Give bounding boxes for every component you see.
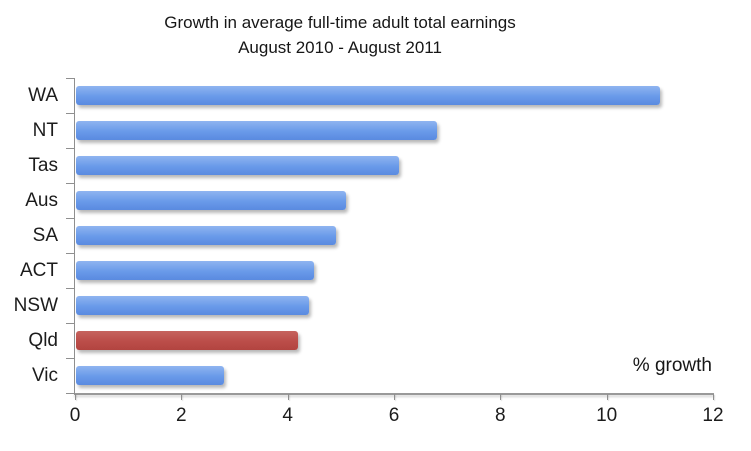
- y-axis-tick: [66, 288, 75, 289]
- y-axis-tick: [66, 78, 75, 79]
- y-axis-line: [74, 78, 75, 393]
- category-label: Vic: [31, 365, 58, 386]
- x-axis-tick-label: 2: [176, 405, 187, 426]
- x-axis-tick: [500, 394, 502, 400]
- x-axis-tick-label: 8: [495, 405, 506, 426]
- y-axis-tick: [66, 323, 75, 324]
- bar-tas: [76, 156, 400, 175]
- y-axis-tick: [66, 393, 75, 394]
- category-label: NSW: [13, 295, 58, 316]
- y-axis-tick: [66, 148, 75, 149]
- axis-unit-label: % growth: [632, 355, 712, 376]
- x-axis-tick: [181, 394, 183, 400]
- bar-vic: [76, 366, 224, 385]
- bar-sa: [76, 226, 336, 245]
- bar-nsw: [76, 296, 309, 315]
- y-axis-tick: [66, 113, 75, 114]
- bar-act: [76, 261, 315, 280]
- bar-wa: [76, 86, 660, 105]
- x-axis-tick: [287, 394, 289, 400]
- category-label: Aus: [25, 190, 58, 211]
- category-label: WA: [28, 85, 58, 106]
- y-axis-tick: [66, 218, 75, 219]
- bar-aus: [76, 191, 347, 210]
- y-axis-tick: [66, 358, 75, 359]
- category-label: NT: [32, 120, 58, 141]
- chart-title: Growth in average full-time adult total …: [164, 13, 516, 32]
- x-axis-tick-label: 10: [596, 405, 618, 426]
- y-axis-tick: [66, 253, 75, 254]
- category-label: Tas: [28, 155, 58, 176]
- category-label: SA: [32, 225, 58, 246]
- x-axis-tick: [75, 394, 76, 400]
- bar-nt: [76, 121, 437, 140]
- x-axis-tick: [394, 394, 395, 400]
- x-axis-tick-label: 6: [388, 405, 400, 426]
- x-axis-tick-label: 4: [282, 405, 293, 426]
- x-axis-tick-label: 12: [702, 405, 724, 426]
- x-axis-tick: [606, 394, 608, 400]
- x-axis-tick: [713, 394, 714, 400]
- category-label: Qld: [28, 330, 58, 351]
- chart-subtitle: August 2010 - August 2011: [238, 38, 442, 57]
- bar-qld: [76, 331, 299, 350]
- category-label: ACT: [20, 260, 58, 281]
- x-axis-tick-label: 0: [69, 405, 81, 426]
- y-axis-tick: [66, 183, 75, 184]
